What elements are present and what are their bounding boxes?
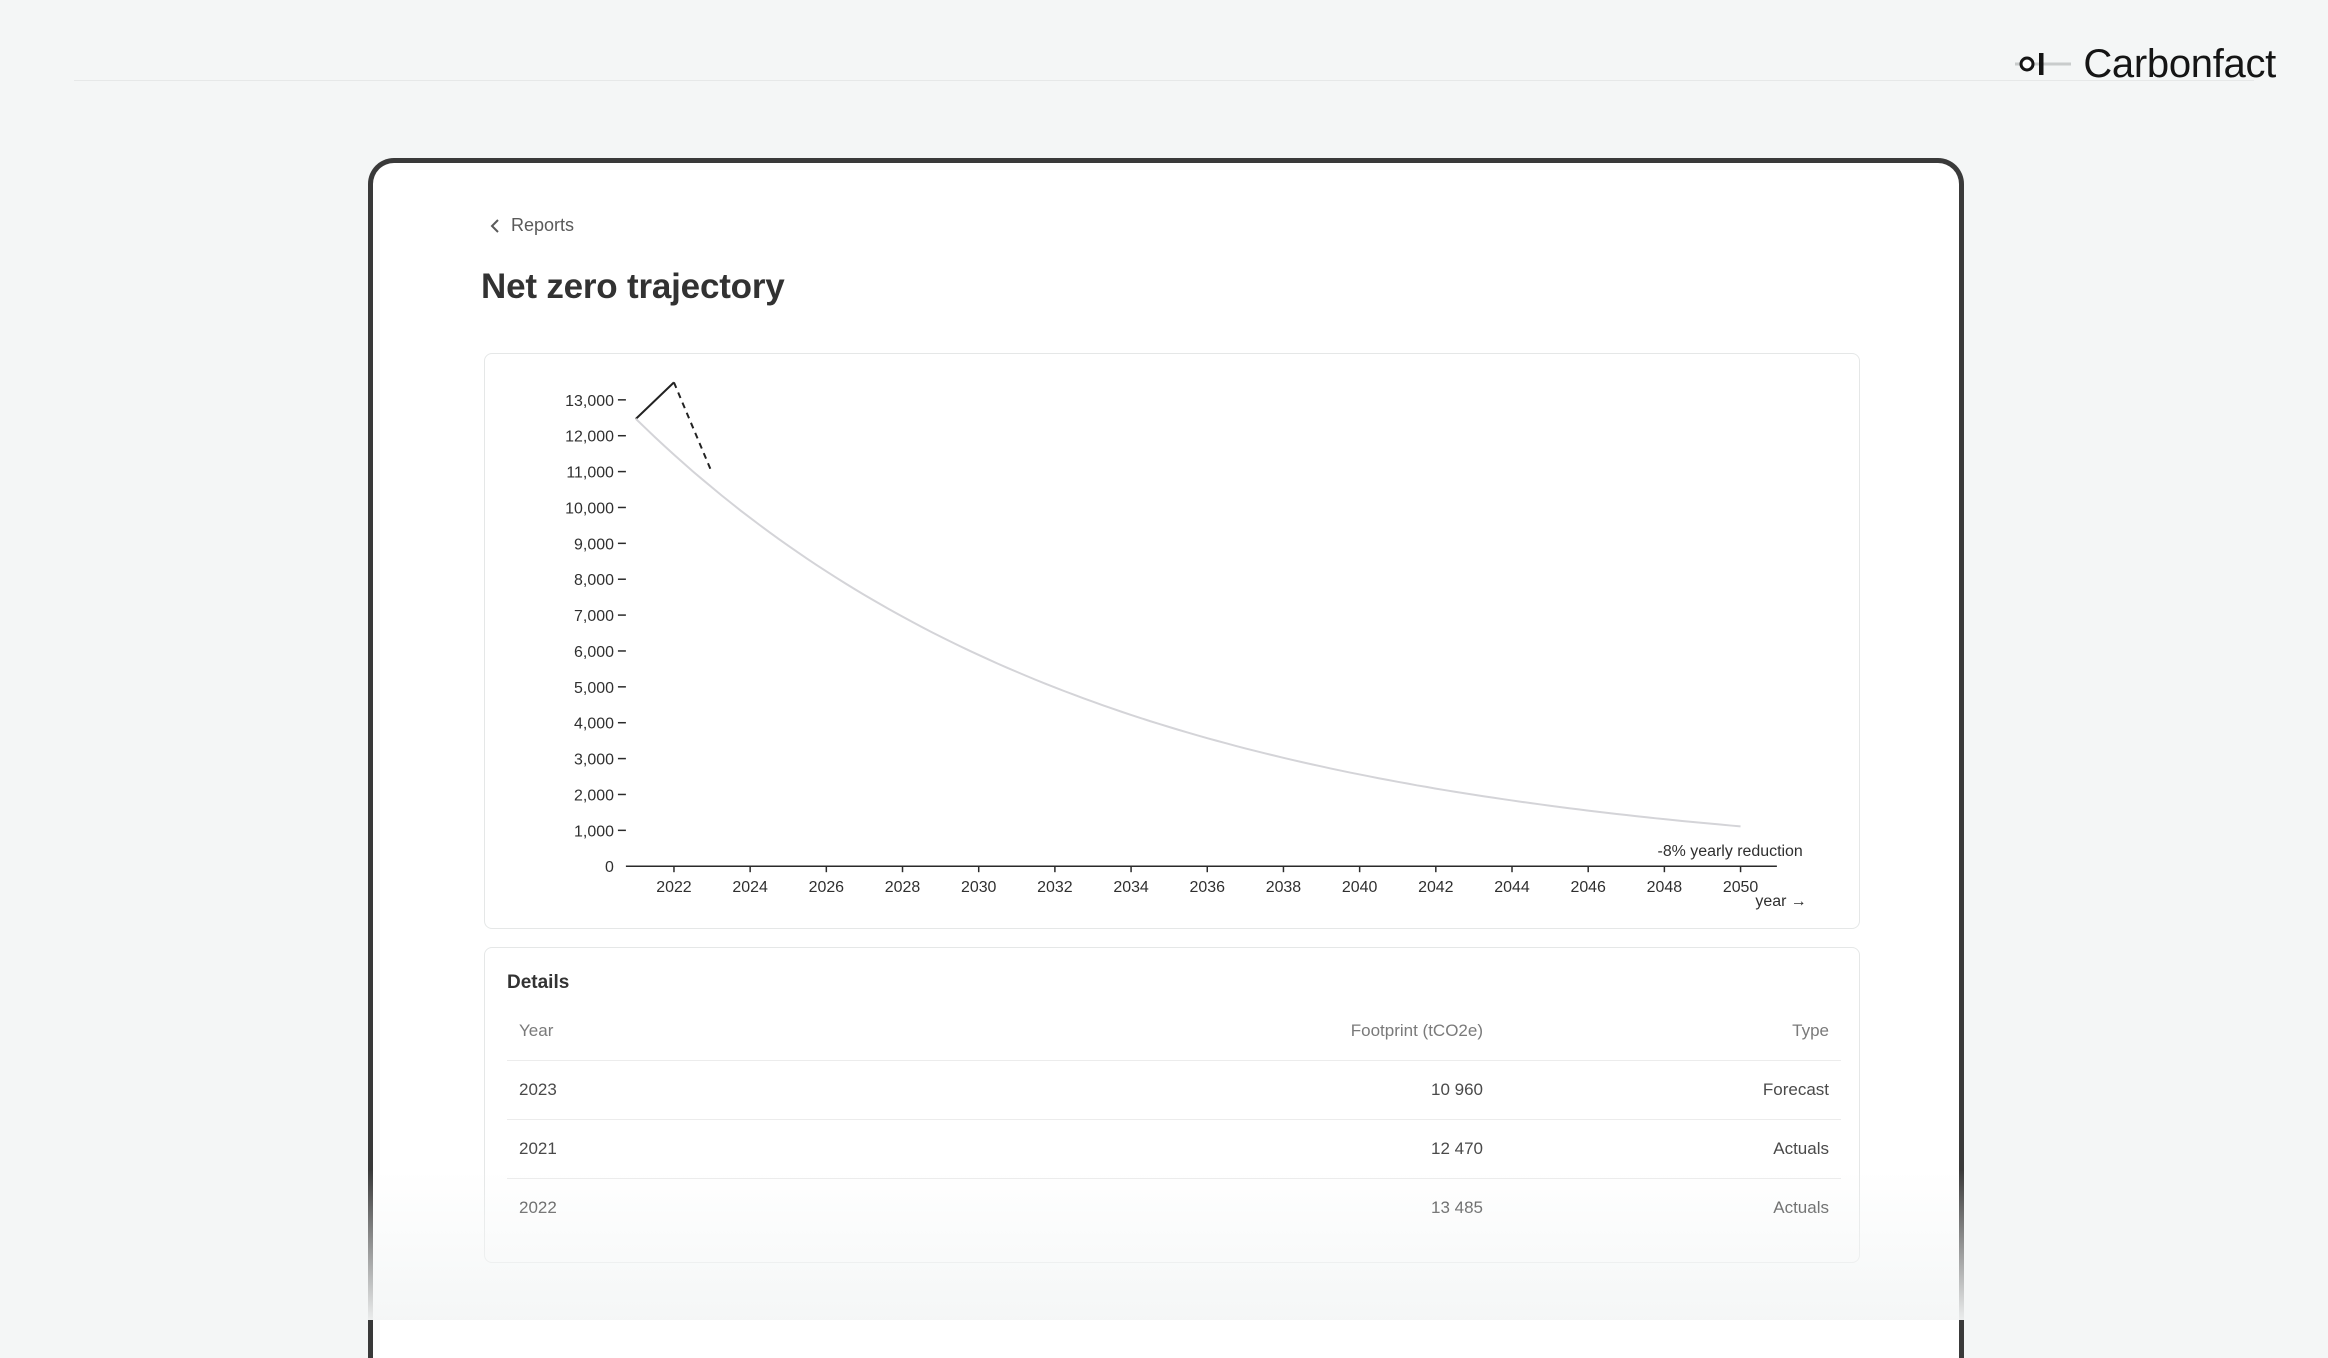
chevron-left-icon <box>490 218 499 233</box>
table-row[interactable]: 2022 13 485 Actuals <box>507 1179 1841 1238</box>
column-header-type: Type <box>1495 1002 1841 1061</box>
cell-type: Actuals <box>1495 1119 1841 1179</box>
y-tick-label: 1,000 <box>574 823 614 840</box>
y-tick-label: 7,000 <box>574 608 614 625</box>
details-header-row: Year Footprint (tCO2e) Type <box>507 1002 1841 1061</box>
y-tick-label: 11,000 <box>566 465 614 482</box>
y-tick-label: 6,000 <box>574 644 614 661</box>
y-tick-label: 8,000 <box>574 572 614 589</box>
actuals-line <box>635 381 675 420</box>
table-row[interactable]: 2023 10 960 Forecast <box>507 1060 1841 1120</box>
x-tick-label: 2022 <box>656 879 692 896</box>
x-tick-label: 2044 <box>1494 879 1530 896</box>
cell-year: 2023 <box>507 1060 951 1120</box>
details-title: Details <box>507 972 570 993</box>
brand-logo[interactable]: Carbonfact <box>2013 40 2276 88</box>
x-tick-label: 2046 <box>1570 879 1606 896</box>
trajectory-chart-card: 0 1,000 2,000 3,000 4,000 5,000 6,000 7,000 8,00… <box>484 353 1860 929</box>
y-tick-label: 0 <box>605 859 614 876</box>
x-tick-label: 2028 <box>885 879 921 896</box>
y-tick-label: 10,000 <box>565 500 614 517</box>
y-tick-label: 9,000 <box>574 536 614 553</box>
x-tick-label: 2038 <box>1266 879 1302 896</box>
y-tick-label: 3,000 <box>574 752 614 769</box>
app-window: Reports Net zero trajectory 0 1,000 2,000 3… <box>368 158 1964 1358</box>
x-tick-label: 2034 <box>1113 879 1149 896</box>
y-tick-label: 13,000 <box>565 393 614 410</box>
y-tick-label: 12,000 <box>565 429 614 446</box>
table-row[interactable]: 2021 12 470 Actuals <box>507 1119 1841 1179</box>
x-tick-label: 2048 <box>1647 879 1683 896</box>
cell-type: Forecast <box>1495 1060 1841 1120</box>
x-tick-label: 2042 <box>1418 879 1454 896</box>
header-divider <box>74 80 2254 81</box>
cell-year: 2022 <box>519 1198 557 1217</box>
cell-footprint: 12 470 <box>951 1119 1495 1179</box>
carbonfact-logo-icon <box>2015 53 2072 75</box>
x-tick-label: 2036 <box>1190 879 1226 896</box>
x-tick-label: 2032 <box>1037 879 1073 896</box>
x-tick-label: 2026 <box>809 879 845 896</box>
y-tick-label: 5,000 <box>574 680 614 697</box>
page-title: Net zero trajectory <box>481 267 785 306</box>
column-header-footprint: Footprint (tCO2e) <box>951 1002 1495 1061</box>
column-header-year: Year <box>507 1002 951 1061</box>
x-tick-label: 2030 <box>961 879 997 896</box>
breadcrumb-reports[interactable]: Reports <box>489 215 574 236</box>
x-tick-label: 2050 <box>1723 879 1759 896</box>
brand-name: Carbonfact <box>2083 41 2276 86</box>
x-axis-label: year → <box>1755 893 1806 910</box>
x-tick-label: 2040 <box>1342 879 1378 896</box>
details-table: Year Footprint (tCO2e) Type 2023 10 960 … <box>507 1002 1841 1237</box>
x-tick-label: 2024 <box>732 879 768 896</box>
cell-footprint: 10 960 <box>951 1060 1495 1120</box>
cell-year: 2021 <box>507 1119 951 1179</box>
cell-footprint: 13 485 <box>1431 1198 1483 1217</box>
trajectory-chart: 0 1,000 2,000 3,000 4,000 5,000 6,000 7,000 8,00… <box>565 381 1807 910</box>
trajectory-line <box>635 418 1741 828</box>
cell-type: Actuals <box>1773 1198 1829 1217</box>
trajectory-annotation: -8% yearly reduction <box>1658 843 1803 860</box>
forecast-line <box>673 382 714 474</box>
y-tick-label: 2,000 <box>574 787 614 804</box>
details-card: Details Year Footprint (tCO2e) Type 2023… <box>484 947 1860 1263</box>
y-tick-label: 4,000 <box>574 716 614 733</box>
breadcrumb-label: Reports <box>511 215 575 235</box>
